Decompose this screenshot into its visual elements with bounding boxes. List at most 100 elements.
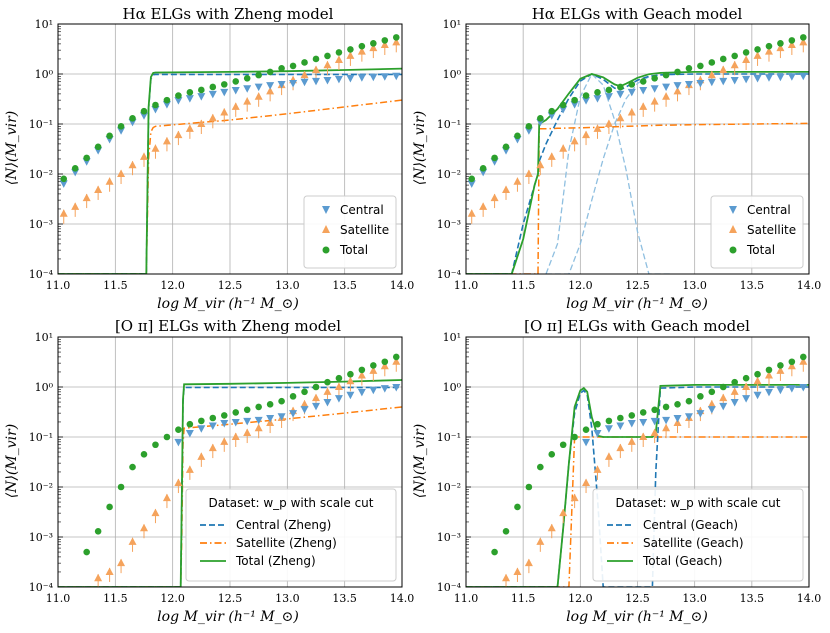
y-axis-label: ⟨N⟩(M_vir) xyxy=(4,424,20,499)
y-tick-label: 10⁻¹ xyxy=(437,118,461,131)
y-tick-label: 10⁰ xyxy=(443,381,462,394)
central-point xyxy=(231,418,240,427)
x-tick-label: 12.0 xyxy=(160,592,185,605)
central-point xyxy=(197,93,206,101)
legend-label: Total xyxy=(339,243,368,257)
total-point xyxy=(209,414,217,422)
central-point xyxy=(208,90,217,99)
y-tick-label: 10⁻⁴ xyxy=(29,268,54,281)
total-point xyxy=(94,143,102,151)
central-point xyxy=(300,78,309,87)
central-point xyxy=(684,413,693,421)
central-point xyxy=(323,76,332,85)
satellite-point xyxy=(730,387,739,395)
total-point xyxy=(719,383,727,391)
total-point xyxy=(289,62,297,70)
x-tick-label: 11.5 xyxy=(103,592,128,605)
satellite-point xyxy=(582,478,591,487)
total-point xyxy=(777,40,784,47)
total-point xyxy=(617,414,624,422)
satellite-point xyxy=(707,399,716,408)
central-model-line xyxy=(58,386,402,587)
satellite-point xyxy=(787,361,796,370)
y-axis-label: ⟨N⟩(M_vir) xyxy=(4,111,20,186)
legend-label: Satellite (Geach) xyxy=(643,536,744,550)
central-point xyxy=(277,413,286,421)
total-point xyxy=(571,96,578,104)
total-point xyxy=(605,86,613,94)
total-point xyxy=(777,362,784,369)
x-tick-label: 12.5 xyxy=(218,592,243,605)
satellite-point xyxy=(536,160,545,169)
satellite-point xyxy=(502,185,511,193)
central-point xyxy=(627,420,636,428)
legend-label: Central xyxy=(747,203,791,217)
central-point xyxy=(787,385,796,393)
total-point xyxy=(708,59,716,66)
satellite-point xyxy=(185,124,194,132)
y-axis-label: ⟨N⟩(M_vir) xyxy=(412,424,428,499)
total-point xyxy=(347,46,354,53)
x-tick-label: 13.0 xyxy=(682,592,707,605)
total-point xyxy=(392,353,400,361)
satellite-point xyxy=(776,366,785,374)
satellite-point xyxy=(174,130,183,139)
central-point xyxy=(59,180,68,188)
x-tick-label: 13.0 xyxy=(275,279,300,292)
satellite-point xyxy=(162,493,171,502)
total-point xyxy=(788,37,796,44)
total-point xyxy=(129,115,136,122)
y-tick-label: 10⁻² xyxy=(437,481,461,494)
satellite-point xyxy=(185,465,194,473)
legend-label: Satellite xyxy=(747,223,796,237)
total-point xyxy=(799,34,807,41)
satellite-point xyxy=(570,493,579,502)
total-point xyxy=(697,62,704,70)
x-tick-label: 11.0 xyxy=(46,279,71,292)
total-point xyxy=(708,388,716,396)
satellite-point xyxy=(231,102,240,110)
legend-label: Central (Geach) xyxy=(643,518,738,532)
total-point xyxy=(537,463,544,471)
total-point xyxy=(742,49,750,56)
satellite-point xyxy=(151,144,160,152)
legend-swatch xyxy=(322,225,330,233)
x-tick-label: 13.5 xyxy=(332,592,357,605)
satellite-point xyxy=(467,209,476,217)
central-point xyxy=(753,75,762,83)
axes-frame xyxy=(57,23,403,275)
central-point xyxy=(208,422,217,430)
central-point xyxy=(346,391,355,400)
legend-label: Satellite xyxy=(340,223,389,237)
central-point xyxy=(673,414,682,423)
total-point xyxy=(799,353,807,361)
central-point xyxy=(231,86,240,95)
total-point xyxy=(301,388,308,396)
series-group xyxy=(58,34,402,274)
y-tick-label: 10⁰ xyxy=(35,381,54,394)
central-point xyxy=(662,416,671,425)
total-point xyxy=(243,406,251,414)
x-tick-label: 14.0 xyxy=(390,592,415,605)
central-point xyxy=(696,410,705,418)
satellite-point xyxy=(524,558,533,567)
total-point xyxy=(381,358,389,366)
total-point xyxy=(106,503,113,511)
satellite-point xyxy=(730,60,739,69)
total-point xyxy=(651,75,658,82)
satellite-point xyxy=(753,376,762,385)
central-point xyxy=(627,88,636,97)
central-point xyxy=(753,391,762,400)
satellite-point xyxy=(650,428,659,437)
satellite-point xyxy=(128,537,137,545)
central-point xyxy=(776,73,785,82)
legend: Central Satellite Total xyxy=(303,195,397,269)
satellite-point xyxy=(764,370,773,379)
total-point xyxy=(491,154,498,162)
satellite-point xyxy=(559,144,568,152)
legend-label: Total (Zheng) xyxy=(235,554,316,568)
total-point xyxy=(742,374,750,382)
total-point xyxy=(651,406,658,414)
x-tick-label: 12.5 xyxy=(625,279,650,292)
